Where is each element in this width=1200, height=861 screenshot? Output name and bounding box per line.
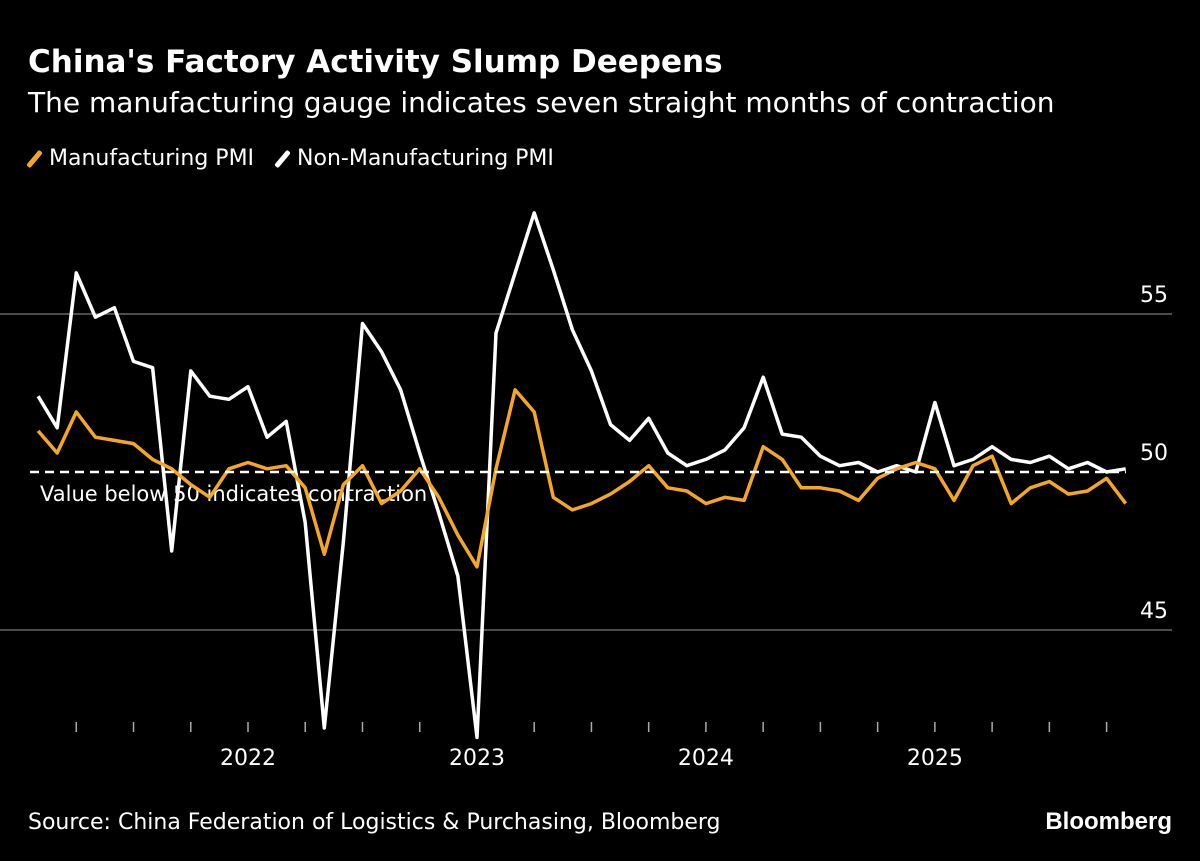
series-line-manufacturing-pmi	[36, 388, 1128, 569]
x-tick-label: 2025	[907, 746, 963, 771]
series-line-non-manufacturing-pmi	[36, 211, 1126, 740]
source-note: Source: China Federation of Logistics & …	[28, 810, 721, 835]
legend-item-manufacturing: Manufacturing PMI	[26, 146, 255, 171]
legend: Manufacturing PMI Non-Manufacturing PMI	[26, 146, 554, 171]
x-tick-label: 2024	[678, 746, 734, 771]
x-tick-label: 2022	[220, 746, 276, 771]
legend-label: Non-Manufacturing PMI	[297, 146, 554, 171]
legend-item-non-manufacturing: Non-Manufacturing PMI	[274, 146, 554, 171]
chart-subtitle: The manufacturing gauge indicates seven …	[28, 86, 1055, 119]
x-tick-label: 2023	[449, 746, 505, 771]
y-tick-label: 50	[1140, 441, 1168, 466]
reference-line-label: Value below 50 indicates contraction	[40, 482, 427, 506]
y-tick-label: 45	[1140, 599, 1168, 624]
chart-title: China's Factory Activity Slump Deepens	[28, 44, 723, 80]
bloomberg-logo: Bloomberg	[1045, 808, 1172, 835]
legend-label: Manufacturing PMI	[49, 146, 255, 171]
y-tick-label: 55	[1140, 283, 1168, 308]
